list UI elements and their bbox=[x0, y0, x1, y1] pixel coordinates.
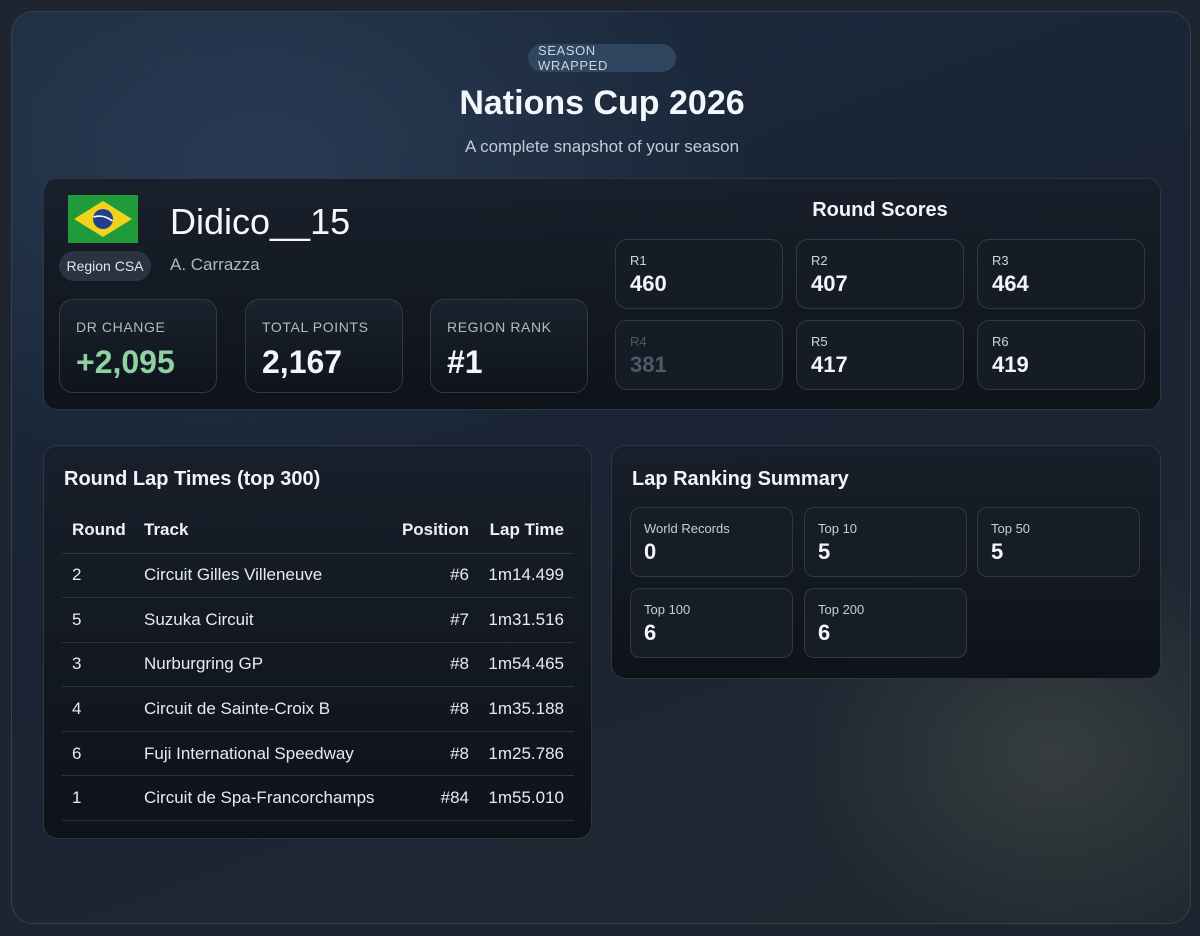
table-row: 4 Circuit de Sainte-Croix B #8 1m35.188 bbox=[62, 686, 574, 732]
lap-times-title: Round Lap Times (top 300) bbox=[64, 468, 321, 490]
profile-card: Region CSA Didico__15 A. Carrazza DR CHA… bbox=[43, 178, 1161, 410]
round-cell: 5 bbox=[62, 597, 134, 643]
round-value: 407 bbox=[811, 271, 848, 296]
username: Didico__15 bbox=[170, 201, 351, 242]
summary-label: Top 200 bbox=[818, 602, 865, 617]
stat-label: DR CHANGE bbox=[76, 319, 166, 335]
stat-value: 2,167 bbox=[262, 344, 343, 380]
round-cell: 2 bbox=[62, 553, 134, 599]
track-cell: Nurburgring GP bbox=[134, 642, 377, 688]
round-cell: 6 bbox=[62, 731, 134, 777]
round-label: R1 bbox=[630, 253, 647, 268]
lap-time-cell: 1m54.465 bbox=[481, 642, 574, 688]
real-name: A. Carrazza bbox=[170, 255, 260, 274]
page-subtitle: A complete snapshot of your season bbox=[464, 137, 740, 156]
round-score-r4: R4 381 bbox=[615, 320, 783, 390]
region-rank-stat: REGION RANK #1 bbox=[430, 299, 588, 393]
summary-top-10: Top 10 5 bbox=[804, 507, 967, 577]
season-wrapped-badge: SEASON WRAPPED bbox=[528, 43, 676, 73]
lap-time-cell: 1m55.010 bbox=[481, 775, 574, 822]
summary-value: 5 bbox=[991, 539, 1004, 564]
round-score-r1: R1 460 bbox=[615, 239, 783, 309]
lap-times-table: Round Track Position Lap Time 2 Circuit … bbox=[62, 508, 574, 822]
column-header-lap-time: Lap Time bbox=[481, 508, 574, 554]
round-score-r3: R3 464 bbox=[977, 239, 1145, 309]
round-score-r2: R2 407 bbox=[796, 239, 964, 309]
position-cell: #7 bbox=[377, 597, 481, 643]
position-cell: #8 bbox=[377, 686, 481, 732]
summary-value: 6 bbox=[644, 620, 657, 645]
position-cell: #8 bbox=[377, 731, 481, 777]
lap-times-card: Round Lap Times (top 300) Round Track Po… bbox=[43, 445, 592, 839]
lap-summary-title: Lap Ranking Summary bbox=[632, 468, 849, 490]
summary-label: Top 10 bbox=[818, 521, 858, 536]
summary-value: 0 bbox=[644, 539, 657, 564]
summary-top-50: Top 50 5 bbox=[977, 507, 1140, 577]
season-wrapped-panel: SEASON WRAPPED Nations Cup 2026 A comple… bbox=[11, 11, 1191, 924]
stat-value: #1 bbox=[447, 344, 483, 380]
round-value: 460 bbox=[630, 271, 667, 296]
round-value: 464 bbox=[992, 271, 1029, 296]
round-label: R3 bbox=[992, 253, 1009, 268]
lap-ranking-summary-card: Lap Ranking Summary World Records 0 Top … bbox=[611, 445, 1161, 679]
round-label: R2 bbox=[811, 253, 828, 268]
round-cell: 3 bbox=[62, 642, 134, 688]
summary-label: World Records bbox=[644, 521, 730, 536]
round-cell: 1 bbox=[62, 775, 134, 822]
summary-label: Top 100 bbox=[644, 602, 691, 617]
lap-time-cell: 1m35.188 bbox=[481, 686, 574, 732]
total-points-stat: TOTAL POINTS 2,167 bbox=[245, 299, 403, 393]
table-row: 5 Suzuka Circuit #7 1m31.516 bbox=[62, 597, 574, 643]
table-row: 3 Nurburgring GP #8 1m54.465 bbox=[62, 642, 574, 688]
track-cell: Circuit Gilles Villeneuve bbox=[134, 553, 377, 599]
round-score-r6: R6 419 bbox=[977, 320, 1145, 390]
position-cell: #6 bbox=[377, 553, 481, 599]
table-header-row: Round Track Position Lap Time bbox=[62, 508, 574, 554]
column-header-position: Position bbox=[377, 508, 481, 554]
summary-value: 5 bbox=[818, 539, 831, 564]
position-cell: #8 bbox=[377, 642, 481, 688]
lap-time-cell: 1m25.786 bbox=[481, 731, 574, 777]
round-score-r5: R5 417 bbox=[796, 320, 964, 390]
track-cell: Fuji International Speedway bbox=[134, 731, 377, 777]
lap-time-cell: 1m31.516 bbox=[481, 597, 574, 643]
round-value: 381 bbox=[630, 352, 667, 377]
table-row: 6 Fuji International Speedway #8 1m25.78… bbox=[62, 731, 574, 777]
round-label: R4 bbox=[630, 334, 647, 349]
round-label: R6 bbox=[992, 334, 1009, 349]
summary-top-200: Top 200 6 bbox=[804, 588, 967, 658]
summary-label: Top 50 bbox=[991, 521, 1031, 536]
region-badge: Region CSA bbox=[59, 251, 151, 281]
round-value: 419 bbox=[992, 352, 1029, 377]
round-label: R5 bbox=[811, 334, 828, 349]
dr-change-stat: DR CHANGE +2,095 bbox=[59, 299, 217, 393]
stat-label: TOTAL POINTS bbox=[262, 319, 369, 335]
summary-world-records: World Records 0 bbox=[630, 507, 793, 577]
lap-time-cell: 1m14.499 bbox=[481, 553, 574, 599]
track-cell: Suzuka Circuit bbox=[134, 597, 377, 643]
track-cell: Circuit de Spa-Francorchamps bbox=[134, 775, 377, 822]
column-header-round: Round bbox=[62, 508, 134, 554]
column-header-track: Track bbox=[134, 508, 377, 554]
round-value: 417 bbox=[811, 352, 848, 377]
table-row: 1 Circuit de Spa-Francorchamps #84 1m55.… bbox=[62, 775, 574, 822]
round-scores-title: Round Scores bbox=[812, 199, 948, 221]
stat-label: REGION RANK bbox=[447, 319, 552, 335]
page-title: Nations Cup 2026 bbox=[459, 84, 745, 122]
track-cell: Circuit de Sainte-Croix B bbox=[134, 686, 377, 732]
stat-value: +2,095 bbox=[76, 344, 175, 380]
summary-value: 6 bbox=[818, 620, 831, 645]
round-cell: 4 bbox=[62, 686, 134, 732]
summary-top-100: Top 100 6 bbox=[630, 588, 793, 658]
brazil-flag-icon bbox=[68, 195, 138, 243]
position-cell: #84 bbox=[377, 775, 481, 822]
table-row: 2 Circuit Gilles Villeneuve #6 1m14.499 bbox=[62, 553, 574, 599]
